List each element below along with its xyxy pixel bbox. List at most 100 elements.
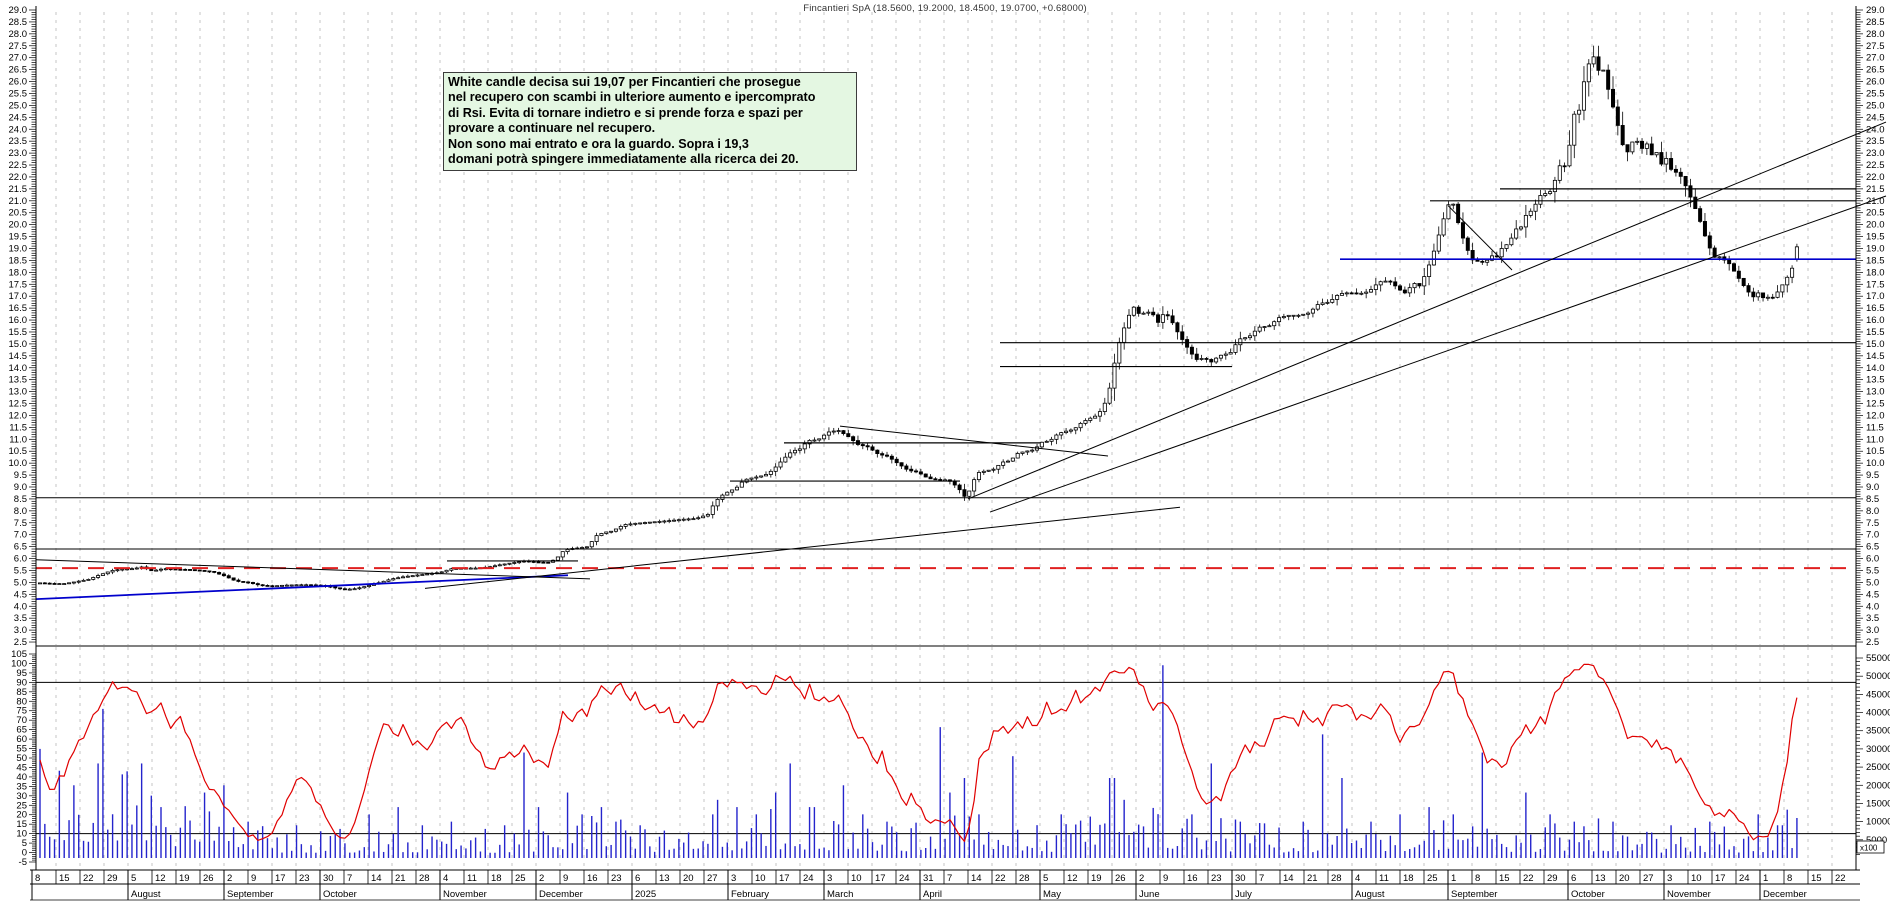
day-label: 22 — [83, 873, 94, 884]
price-tick-label-left: 5.5 — [14, 565, 27, 576]
oscillator-tick-label: 90 — [16, 677, 27, 688]
day-label: 22 — [995, 873, 1006, 884]
day-label: 1 — [1451, 873, 1456, 884]
month-label: May — [1043, 889, 1061, 900]
month-label: August — [131, 889, 161, 900]
price-tick-label-right: 10.0 — [1866, 458, 1885, 469]
price-tick-label-right: 2.5 — [1866, 637, 1879, 648]
volume-tick-label: 15000 — [1866, 798, 1890, 809]
day-label: 10 — [851, 873, 862, 884]
day-label: 16 — [587, 873, 598, 884]
day-label: 27 — [707, 873, 718, 884]
price-tick-label-left: 20.5 — [9, 208, 28, 219]
oscillator-tick-label: 60 — [16, 734, 27, 745]
annotation-line: White candle decisa sui 19,07 per Fincan… — [448, 75, 801, 89]
price-tick-label-left: 14.5 — [9, 351, 28, 362]
price-tick-label-left: 27.0 — [9, 53, 28, 64]
day-label: 29 — [1547, 873, 1558, 884]
oscillator-tick-label: 45 — [16, 762, 27, 773]
day-label: 3 — [1667, 873, 1672, 884]
month-label: December — [1763, 889, 1807, 900]
price-tick-label-right: 13.5 — [1866, 375, 1885, 386]
price-tick-label-right: 23.5 — [1866, 136, 1885, 147]
day-label: 21 — [1307, 873, 1318, 884]
day-label: 29 — [107, 873, 118, 884]
day-label: 17 — [779, 873, 790, 884]
price-tick-label-right: 11.0 — [1866, 434, 1884, 445]
price-tick-label-left: 18.0 — [9, 267, 28, 278]
day-label: 2 — [539, 873, 544, 884]
price-tick-label-right: 21.0 — [1866, 196, 1885, 207]
price-tick-label-right: 17.5 — [1866, 279, 1885, 290]
day-label: 2 — [1139, 873, 1144, 884]
price-tick-label-left: 11.0 — [9, 434, 27, 445]
price-tick-label-left: 21.0 — [9, 196, 28, 207]
price-tick-label-right: 17.0 — [1866, 291, 1885, 302]
price-tick-label-left: 21.5 — [9, 184, 28, 195]
price-tick-label-left: 27.5 — [9, 41, 28, 52]
price-tick-label-right: 23.0 — [1866, 148, 1885, 159]
price-tick-label-left: 16.0 — [9, 315, 28, 326]
price-tick-label-right: 20.0 — [1866, 220, 1885, 231]
oscillator-tick-label: 105 — [11, 649, 27, 660]
price-tick-label-right: 26.0 — [1866, 77, 1885, 88]
price-tick-label-right: 4.0 — [1866, 601, 1879, 612]
month-label: November — [443, 889, 487, 900]
weekly-gridlines — [55, 12, 1857, 869]
day-label: 14 — [971, 873, 982, 884]
oscillator-tick-label: 95 — [16, 668, 27, 679]
price-tick-label-right: 29.0 — [1866, 5, 1885, 16]
price-tick-label-left: 10.0 — [9, 458, 28, 469]
price-tick-label-right: 12.0 — [1866, 410, 1885, 421]
price-tick-label-left: 11.5 — [9, 422, 27, 433]
day-label: 28 — [419, 873, 430, 884]
oscillator-tick-label: 55 — [16, 744, 27, 755]
price-tick-label-left: 6.5 — [14, 542, 27, 553]
day-label: 26 — [1115, 873, 1126, 884]
day-label: 11 — [467, 873, 477, 884]
annotation-line: nel recupero con scambi in ulteriore aum… — [448, 90, 816, 105]
day-label: 3 — [827, 873, 832, 884]
volume-tick-label: 30000 — [1866, 744, 1890, 755]
day-label: 5 — [131, 873, 136, 884]
volume-tick-label: 35000 — [1866, 726, 1890, 737]
price-tick-label-right: 4.5 — [1866, 589, 1879, 600]
month-label: September — [1451, 889, 1497, 900]
day-label: 12 — [155, 873, 166, 884]
day-label: 8 — [35, 873, 40, 884]
annotation-line: domani potrà spingere immediatamente all… — [448, 152, 799, 167]
oscillator-tick-label: 5 — [22, 838, 27, 849]
price-tick-label-left: 24.0 — [9, 124, 28, 135]
price-tick-label-left: 13.5 — [9, 375, 28, 386]
month-label: October — [1571, 889, 1605, 900]
price-tick-label-left: 23.0 — [9, 148, 28, 159]
day-label: 18 — [491, 873, 502, 884]
price-tick-label-left: 3.0 — [14, 625, 27, 636]
price-tick-label-left: 19.0 — [9, 244, 28, 255]
volume-tick-label: 20000 — [1866, 780, 1890, 791]
price-tick-label-left: 19.5 — [9, 232, 28, 243]
price-tick-label-left: 20.0 — [9, 220, 28, 231]
oscillator-tick-label: 30 — [16, 791, 27, 802]
oscillator-tick-label: 85 — [16, 687, 27, 698]
volume-multiplier-label: x100 — [1856, 840, 1885, 854]
day-label: 9 — [251, 873, 256, 884]
day-label: 7 — [947, 873, 952, 884]
day-label: 10 — [1691, 873, 1702, 884]
oscillator-tick-label: 80 — [16, 696, 27, 707]
day-label: 14 — [1283, 873, 1294, 884]
price-tick-label-right: 16.5 — [1866, 303, 1885, 314]
oscillator-line — [39, 663, 1798, 843]
month-label: December — [539, 889, 583, 900]
day-label: 4 — [443, 873, 448, 884]
price-tick-label-left: 17.0 — [9, 291, 28, 302]
day-label: 15 — [1499, 873, 1510, 884]
day-label: 24 — [1739, 873, 1750, 884]
day-label: 7 — [1259, 873, 1264, 884]
price-tick-label-right: 9.0 — [1866, 482, 1879, 493]
day-label: 18 — [1403, 873, 1414, 884]
oscillator-tick-label: -5 — [19, 857, 27, 868]
day-label: 11 — [1379, 873, 1389, 884]
day-label: 19 — [1091, 873, 1102, 884]
price-tick-label-right: 22.0 — [1866, 172, 1885, 183]
